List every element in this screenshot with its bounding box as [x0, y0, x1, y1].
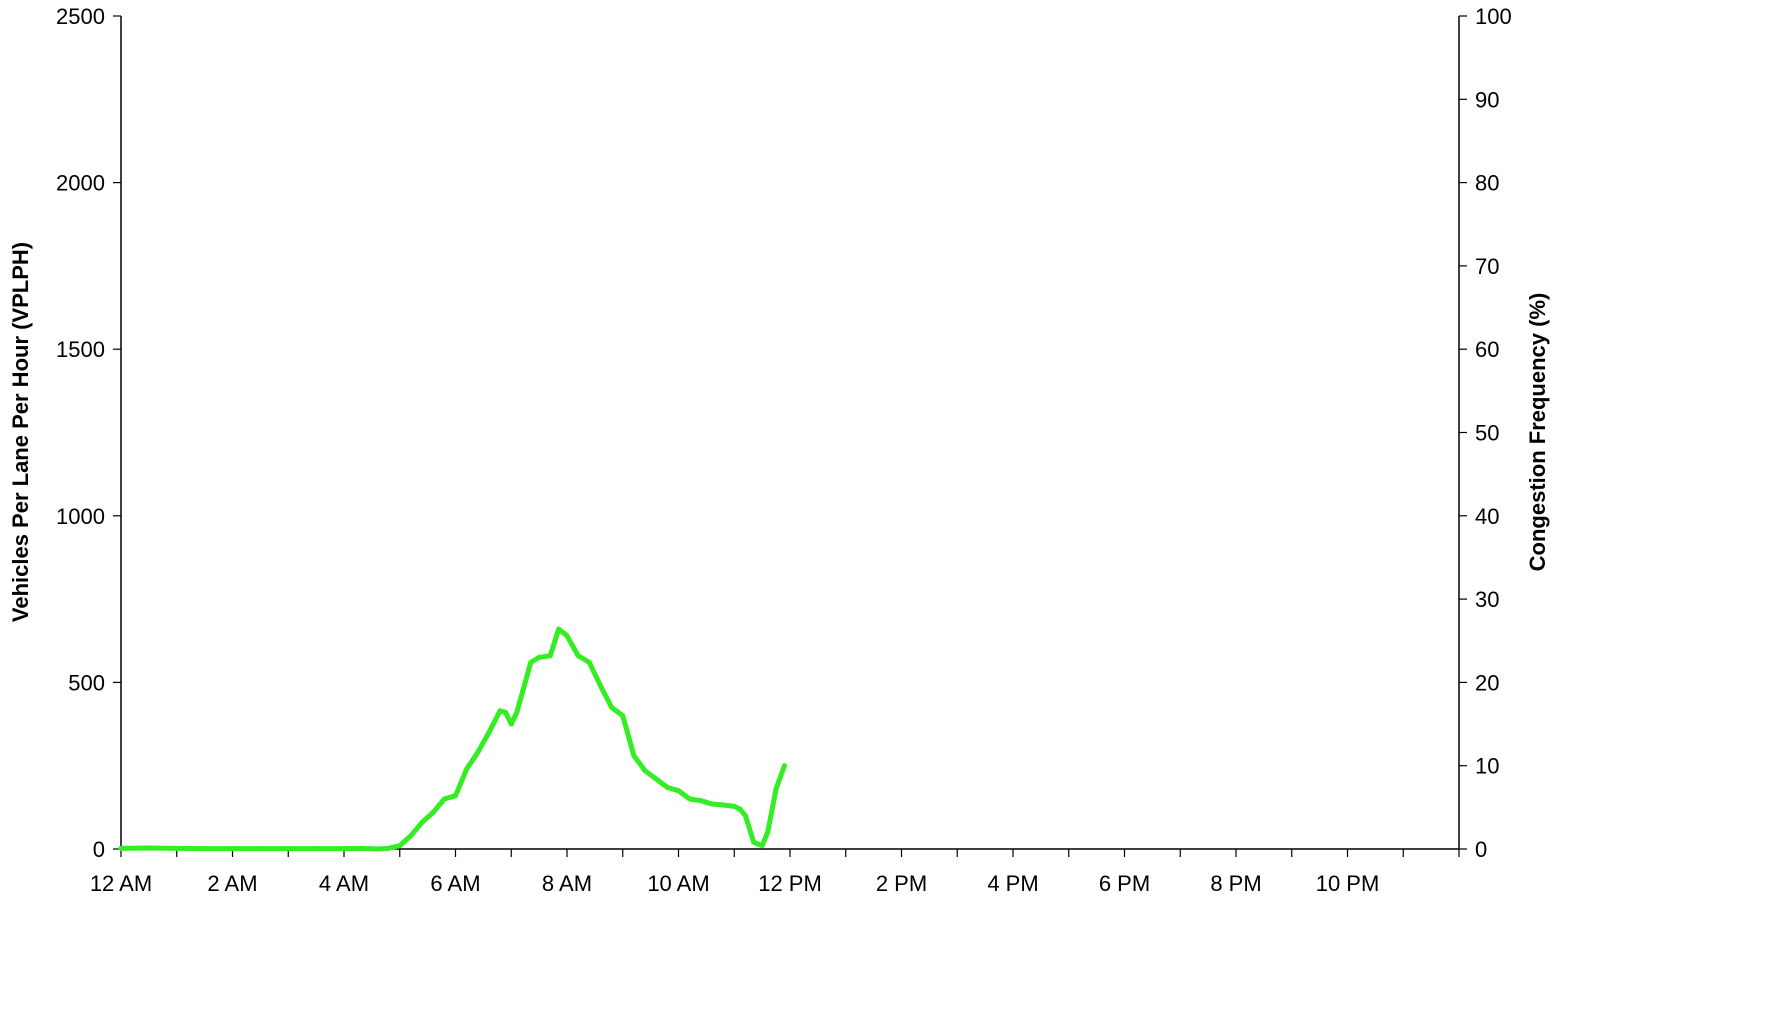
series-point [597, 683, 603, 689]
series-point [742, 813, 748, 819]
y2-tick-label: 60 [1475, 337, 1499, 362]
y-tick-label: 2500 [56, 4, 105, 29]
x-tick-label: 12 PM [758, 871, 822, 896]
y2-tick-label: 30 [1475, 587, 1499, 612]
series-point [514, 709, 520, 715]
y2-axis-title: Congestion Frequency (%) [1525, 293, 1550, 572]
series-point [536, 654, 542, 660]
y2-tick-label: 70 [1475, 254, 1499, 279]
y2-tick-label: 20 [1475, 670, 1499, 695]
series-point [508, 721, 514, 727]
series-point [698, 798, 704, 804]
x-tick-label: 2 AM [207, 871, 257, 896]
series-point [464, 766, 470, 772]
series-point [257, 846, 263, 852]
series-point [773, 786, 779, 792]
axes [120, 16, 1460, 850]
series-point [556, 626, 562, 632]
series-point [475, 749, 481, 755]
y2-tick-label: 0 [1475, 837, 1487, 862]
y2-tick-label: 10 [1475, 754, 1499, 779]
series-point [564, 633, 570, 639]
series-point [397, 843, 403, 849]
series-point [709, 801, 715, 807]
series-point [430, 809, 436, 815]
y-tick-label: 2000 [56, 171, 105, 196]
series-point [664, 784, 670, 790]
series-point [313, 846, 319, 852]
series-point [642, 768, 648, 774]
x-tick-label: 4 AM [319, 871, 369, 896]
series-point [586, 659, 592, 665]
y2-tick-label: 80 [1475, 171, 1499, 196]
y2-tick-label: 100 [1475, 4, 1512, 29]
series-point [631, 753, 637, 759]
series-point [547, 653, 553, 659]
x-tick-label: 2 PM [876, 871, 927, 896]
y-tick-label: 1500 [56, 337, 105, 362]
y-tick-label: 500 [68, 670, 105, 695]
series-point [731, 803, 737, 809]
x-tick-label: 10 PM [1316, 871, 1380, 896]
y2-tick-label: 90 [1475, 87, 1499, 112]
series-point [781, 763, 787, 769]
series-point [759, 843, 765, 849]
series-point [653, 776, 659, 782]
series-point [620, 713, 626, 719]
y-tick-label: 1000 [56, 504, 105, 529]
series-point [486, 729, 492, 735]
series-point [676, 788, 681, 794]
series-point [737, 806, 743, 812]
x-tick-label: 6 AM [430, 871, 480, 896]
series-point [146, 845, 152, 851]
series-point [386, 845, 392, 851]
y2-tick-label: 40 [1475, 504, 1499, 529]
series-point [528, 659, 534, 665]
series-point [419, 819, 425, 825]
series-point [358, 845, 364, 851]
y-tick-label: 0 [93, 837, 105, 862]
series-point [230, 846, 235, 852]
series-point [687, 796, 693, 802]
x-tick-label: 8 AM [542, 871, 592, 896]
ticks: 12 AM 2 AM 4 AM 6 AM 8 AM 10 AM 12 PM 2 PM 4 PM 6… [56, 4, 1512, 896]
series-point [202, 846, 208, 852]
series-point [503, 709, 509, 715]
series-point [118, 845, 124, 851]
series-point [174, 845, 180, 851]
series-point [720, 802, 726, 808]
series-point [519, 689, 525, 695]
series-point [408, 833, 414, 839]
x-tick-label: 6 PM [1099, 871, 1150, 896]
series-point [575, 653, 581, 659]
series-point [751, 839, 757, 845]
x-tick-label: 12 AM [90, 871, 152, 896]
x-tick-label: 8 PM [1210, 871, 1261, 896]
series-point [441, 796, 447, 802]
series-point [374, 846, 380, 852]
series-point [765, 829, 771, 835]
series-line [118, 626, 787, 852]
x-tick-label: 4 PM [987, 871, 1038, 896]
series-point [285, 846, 291, 852]
series-point [341, 846, 347, 852]
series-point [453, 793, 458, 799]
x-tick-label: 10 AM [647, 871, 709, 896]
series [118, 626, 787, 852]
series-point [609, 704, 615, 710]
series-point [497, 708, 503, 714]
y-axis-title: Vehicles Per Lane Per Hour (VPLPH) [8, 242, 33, 622]
y2-tick-label: 50 [1475, 421, 1499, 446]
